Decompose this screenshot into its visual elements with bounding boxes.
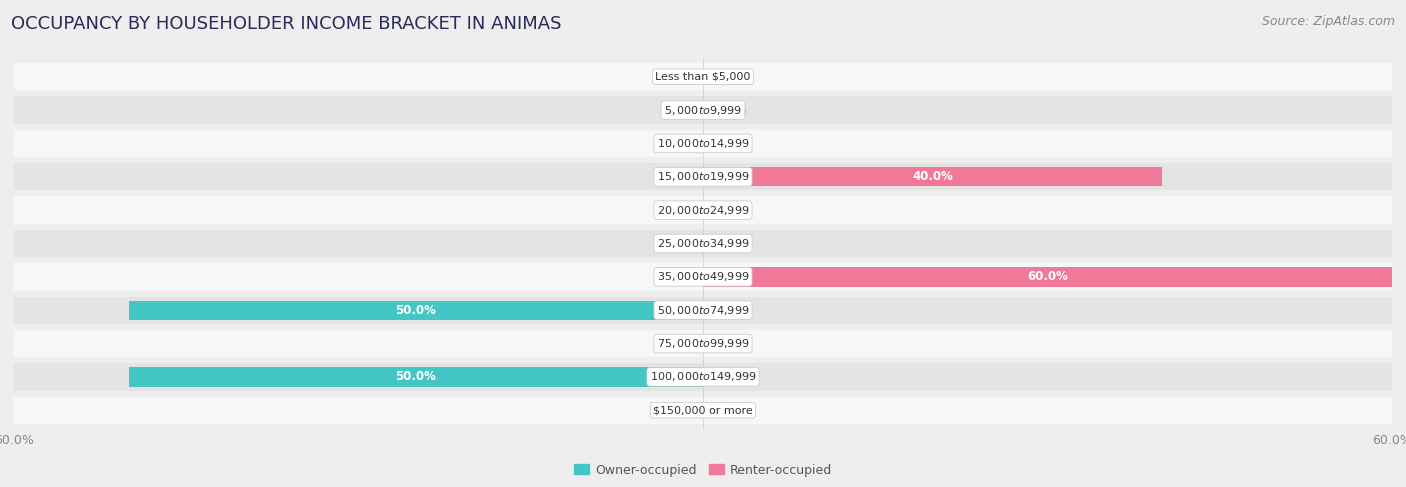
Text: $25,000 to $34,999: $25,000 to $34,999 [657,237,749,250]
Text: $75,000 to $99,999: $75,000 to $99,999 [657,337,749,350]
Text: 0.0%: 0.0% [717,237,747,250]
Text: 0.0%: 0.0% [717,404,747,417]
Text: 0.0%: 0.0% [659,404,689,417]
Text: 0.0%: 0.0% [717,104,747,116]
Text: 0.0%: 0.0% [717,137,747,150]
Bar [14,130,1392,157]
Bar [14,63,1392,91]
Text: $35,000 to $49,999: $35,000 to $49,999 [657,270,749,283]
Text: 0.0%: 0.0% [717,371,747,383]
Text: 0.0%: 0.0% [717,204,747,217]
Text: 0.0%: 0.0% [717,337,747,350]
Bar [703,167,1163,187]
Text: 0.0%: 0.0% [659,104,689,116]
Text: 0.0%: 0.0% [659,137,689,150]
Bar [14,330,1392,357]
Text: 40.0%: 40.0% [912,170,953,183]
Bar [14,363,1392,391]
Text: 0.0%: 0.0% [659,204,689,217]
Text: OCCUPANCY BY HOUSEHOLDER INCOME BRACKET IN ANIMAS: OCCUPANCY BY HOUSEHOLDER INCOME BRACKET … [11,15,562,33]
Text: $50,000 to $74,999: $50,000 to $74,999 [657,304,749,317]
Text: 50.0%: 50.0% [395,371,436,383]
Bar [14,297,1392,324]
Text: Source: ZipAtlas.com: Source: ZipAtlas.com [1261,15,1395,28]
Text: $150,000 or more: $150,000 or more [654,405,752,415]
Text: 0.0%: 0.0% [659,337,689,350]
Bar [129,300,703,320]
Text: 0.0%: 0.0% [659,170,689,183]
Text: 60.0%: 60.0% [1026,270,1069,283]
Legend: Owner-occupied, Renter-occupied: Owner-occupied, Renter-occupied [568,459,838,482]
Bar [14,396,1392,424]
Text: $100,000 to $149,999: $100,000 to $149,999 [650,371,756,383]
Text: $10,000 to $14,999: $10,000 to $14,999 [657,137,749,150]
Text: $15,000 to $19,999: $15,000 to $19,999 [657,170,749,183]
Text: $5,000 to $9,999: $5,000 to $9,999 [664,104,742,116]
Text: $20,000 to $24,999: $20,000 to $24,999 [657,204,749,217]
Bar [129,367,703,387]
Bar [703,267,1392,286]
Text: 0.0%: 0.0% [659,237,689,250]
Text: 0.0%: 0.0% [659,70,689,83]
Text: 50.0%: 50.0% [395,304,436,317]
Bar [14,230,1392,257]
Bar [14,196,1392,224]
Text: 0.0%: 0.0% [659,270,689,283]
Bar [14,96,1392,124]
Bar [14,263,1392,291]
Bar [14,163,1392,190]
Text: Less than $5,000: Less than $5,000 [655,72,751,82]
Text: 0.0%: 0.0% [717,70,747,83]
Text: 0.0%: 0.0% [717,304,747,317]
